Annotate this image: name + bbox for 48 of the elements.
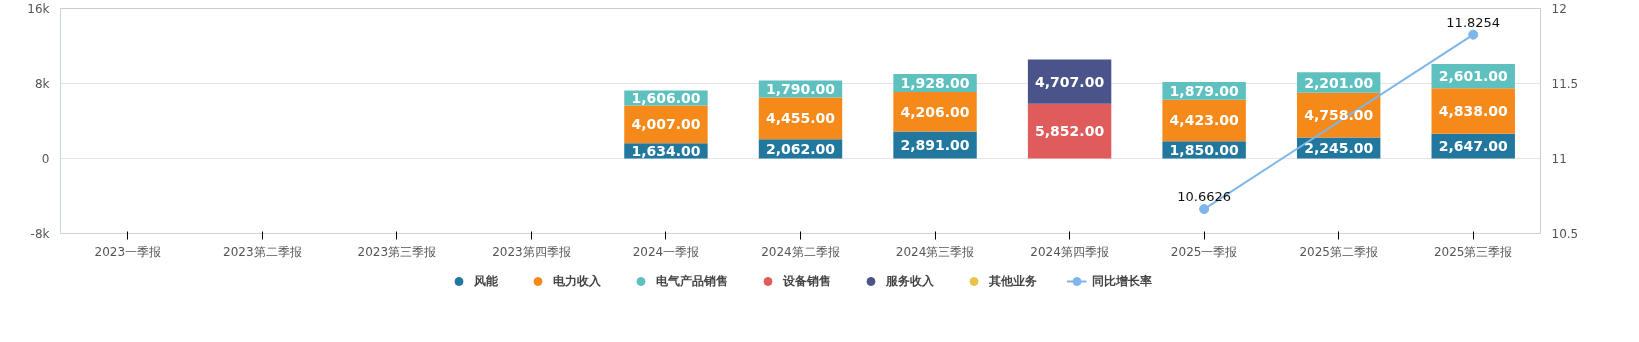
data-label: 4,838.00 (1438, 103, 1509, 120)
x-tick-label: 2023一季报 (94, 244, 162, 259)
x-tick-label: 2023第三季报 (357, 244, 437, 259)
x-tick-label: 2025第二季报 (1299, 244, 1378, 259)
y2-tick-label: 11.5 (1551, 77, 1579, 91)
y-tick-label: 0 (41, 151, 50, 166)
data-label: 1,850.00 (1169, 141, 1239, 158)
x-tick-label: 2024第二季报 (761, 244, 840, 259)
legend-label: 电力收入 (552, 272, 601, 290)
x-tick-label: 2023第二季报 (223, 244, 302, 259)
legend-label: 电气产品销售 (655, 272, 728, 290)
x-tick-label: 2024第三季报 (895, 244, 975, 259)
data-label: 2,891.00 (900, 136, 970, 153)
x-tick-label: 2024第四季报 (1030, 244, 1109, 259)
y-tick-label: 8k (34, 76, 50, 91)
bar (1027, 103, 1112, 159)
legend-label: 风能 (473, 272, 498, 290)
data-label: 1,790.00 (765, 81, 836, 98)
legend-label: 服务收入 (885, 272, 934, 290)
data-label: 2,245.00 (1304, 139, 1374, 156)
data-label: 1,879.00 (1169, 82, 1239, 99)
data-label: 4,007.00 (631, 116, 701, 133)
data-label: 2,062.00 (765, 140, 836, 157)
data-label: 1,606.00 (631, 90, 701, 107)
data-label: 4,707.00 (1035, 73, 1105, 90)
data-label: 10.6626 (1177, 189, 1232, 205)
legend-label: 同比增长率 (1091, 272, 1152, 290)
data-label: 2,601.00 (1438, 68, 1509, 85)
data-label: 1,928.00 (900, 74, 970, 91)
data-label: 2,201.00 (1304, 74, 1374, 91)
x-tick-label: 2025第三季报 (1433, 244, 1513, 259)
y2-tick-label: 12 (1551, 2, 1567, 16)
data-label: 1,634.00 (631, 142, 701, 159)
x-tick-label: 2025一季报 (1170, 244, 1238, 259)
y2-tick-label: 10.5 (1551, 227, 1579, 241)
y-tick-label: -8k (30, 226, 50, 241)
data-label: 4,423.00 (1169, 112, 1239, 129)
data-label: 2,647.00 (1438, 138, 1509, 155)
data-label: 5,852.00 (1035, 123, 1105, 140)
y-tick-label: 16k (27, 1, 50, 16)
data-label: 11.8254 (1446, 14, 1501, 30)
data-label: 4,455.00 (765, 110, 836, 127)
legend-label: 其他业务 (988, 272, 1037, 290)
x-tick-label: 2023第四季报 (492, 244, 571, 259)
data-label: 4,206.00 (900, 103, 970, 120)
legend-label: 设备销售 (782, 272, 831, 290)
x-tick-label: 2024一季报 (632, 244, 700, 259)
y2-tick-label: 11 (1551, 152, 1567, 166)
